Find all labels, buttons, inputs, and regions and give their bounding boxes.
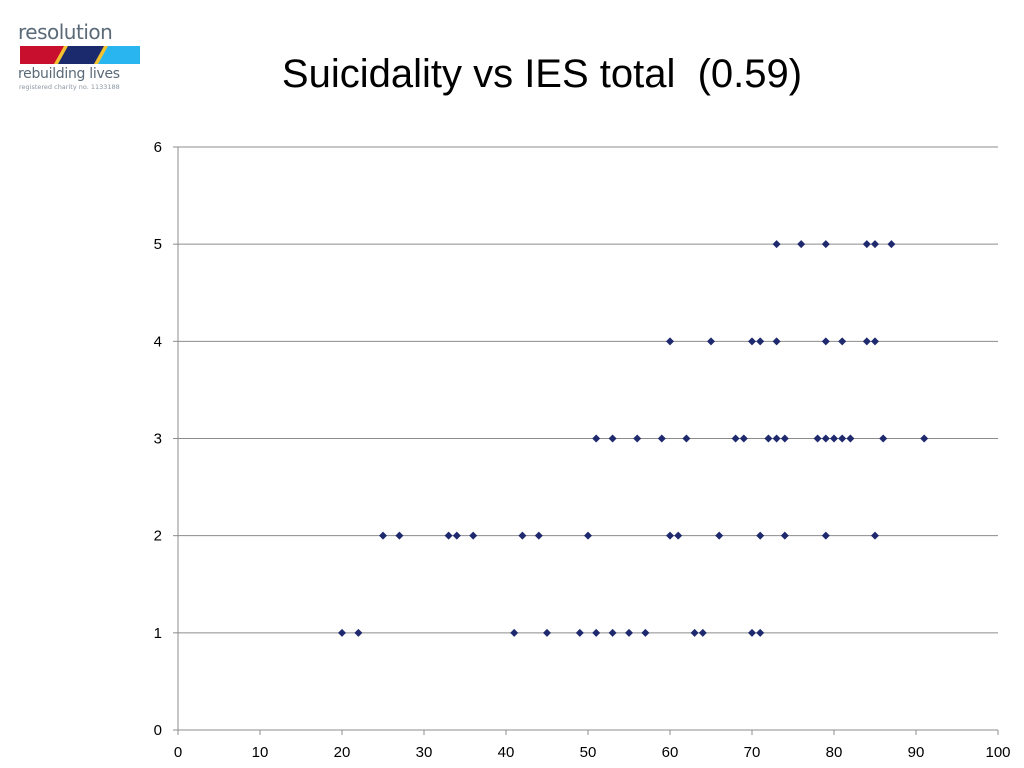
data-point bbox=[862, 240, 871, 249]
data-point bbox=[444, 531, 453, 540]
gridlines bbox=[178, 146, 998, 634]
x-tick-label-60: 60 bbox=[662, 744, 679, 761]
data-point bbox=[338, 628, 346, 637]
data-point bbox=[772, 434, 781, 443]
data-point bbox=[780, 531, 789, 540]
data-point bbox=[748, 628, 756, 637]
data-point bbox=[518, 531, 527, 540]
data-point bbox=[354, 628, 363, 637]
data-points bbox=[338, 240, 929, 637]
data-point bbox=[608, 434, 617, 443]
data-point bbox=[379, 531, 387, 540]
logo-stripe-graphic bbox=[20, 46, 140, 64]
x-tick-label-0: 0 bbox=[174, 744, 182, 761]
data-point bbox=[830, 434, 838, 443]
y-tick-label-2: 2 bbox=[154, 528, 162, 545]
data-point bbox=[748, 337, 756, 346]
logo-tagline: rebuilding lives bbox=[18, 66, 120, 82]
data-point bbox=[592, 628, 601, 637]
data-point bbox=[543, 628, 551, 637]
data-point bbox=[846, 434, 855, 443]
data-point bbox=[772, 240, 781, 249]
data-point bbox=[698, 628, 707, 637]
data-point bbox=[821, 240, 830, 249]
x-tick-label-100: 100 bbox=[985, 744, 1010, 761]
y-tick-label-6: 6 bbox=[154, 139, 162, 156]
data-point bbox=[715, 531, 724, 540]
data-point bbox=[633, 434, 642, 443]
data-point bbox=[821, 337, 830, 346]
x-tick-label-20: 20 bbox=[334, 744, 351, 761]
data-point bbox=[625, 628, 633, 637]
data-point bbox=[821, 531, 830, 540]
data-point bbox=[871, 337, 879, 346]
data-point bbox=[657, 434, 666, 443]
data-point bbox=[920, 434, 929, 443]
y-tick-label-1: 1 bbox=[154, 625, 162, 642]
data-point bbox=[682, 434, 691, 443]
logo-stripe-cyan bbox=[96, 46, 140, 64]
data-point bbox=[764, 434, 773, 443]
data-point bbox=[707, 337, 715, 346]
data-point bbox=[838, 337, 847, 346]
y-tick-label-5: 5 bbox=[154, 236, 162, 253]
data-point bbox=[887, 240, 896, 249]
x-tick-label-10: 10 bbox=[252, 744, 269, 761]
data-point bbox=[821, 434, 830, 443]
logo-charity-number: registered charity no. 1133188 bbox=[19, 83, 120, 91]
data-point bbox=[608, 628, 617, 637]
data-point bbox=[641, 628, 650, 637]
x-tick-label-90: 90 bbox=[908, 744, 925, 761]
data-point bbox=[756, 531, 765, 540]
chart-title: Suicidality vs IES total (0.59) bbox=[281, 52, 803, 96]
y-tick-label-4: 4 bbox=[154, 333, 162, 350]
x-tick-label-70: 70 bbox=[744, 744, 761, 761]
resolution-logo: resolution rebuilding lives registered c… bbox=[18, 22, 142, 92]
data-point bbox=[862, 337, 871, 346]
data-point bbox=[584, 531, 592, 540]
data-point bbox=[534, 531, 543, 540]
data-point bbox=[510, 628, 519, 637]
data-point bbox=[797, 240, 806, 249]
data-point bbox=[452, 531, 461, 540]
logo-name: resolution bbox=[18, 20, 113, 44]
x-tick-label-80: 80 bbox=[826, 744, 843, 761]
data-point bbox=[666, 337, 674, 346]
x-tick-label-50: 50 bbox=[580, 744, 597, 761]
axes bbox=[173, 146, 999, 735]
data-point bbox=[469, 531, 478, 540]
logo-stripe-red bbox=[20, 46, 66, 64]
x-tick-label-40: 40 bbox=[498, 744, 515, 761]
data-point bbox=[395, 531, 404, 540]
data-point bbox=[731, 434, 740, 443]
data-point bbox=[871, 240, 879, 249]
data-point bbox=[674, 531, 683, 540]
data-point bbox=[780, 434, 789, 443]
data-point bbox=[772, 337, 781, 346]
x-tick-label-30: 30 bbox=[416, 744, 433, 761]
data-point bbox=[666, 531, 674, 540]
logo-stripe-yellow-right bbox=[94, 46, 108, 64]
data-point bbox=[838, 434, 847, 443]
data-point bbox=[879, 434, 888, 443]
y-tick-label-3: 3 bbox=[154, 431, 162, 448]
data-point bbox=[575, 628, 584, 637]
data-point bbox=[756, 337, 765, 346]
data-point bbox=[690, 628, 699, 637]
data-point bbox=[756, 628, 765, 637]
logo-stripe-yellow-left bbox=[54, 46, 68, 64]
logo-stripe-navy bbox=[56, 46, 106, 64]
data-point bbox=[592, 434, 601, 443]
data-point bbox=[739, 434, 748, 443]
data-point bbox=[871, 531, 879, 540]
data-point bbox=[813, 434, 822, 443]
y-tick-label-0: 0 bbox=[154, 722, 162, 739]
